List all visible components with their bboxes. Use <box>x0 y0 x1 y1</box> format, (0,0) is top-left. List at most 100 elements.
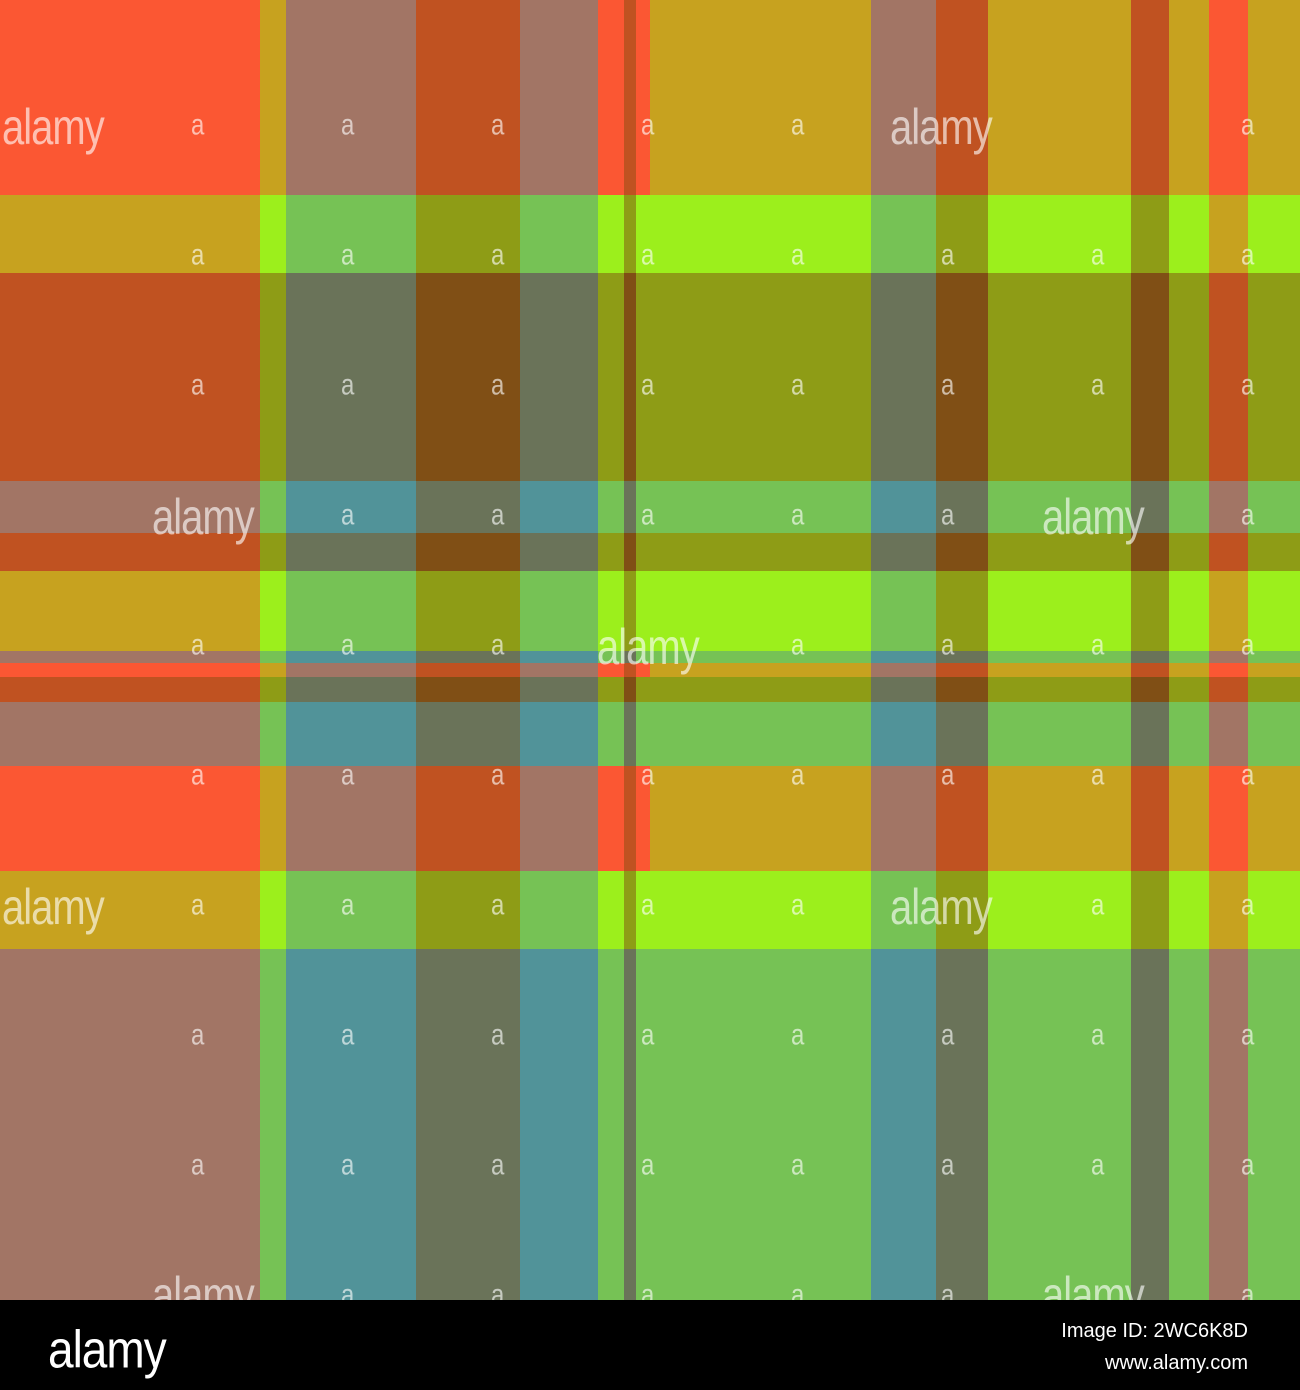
plaid-cell-4-6 <box>636 533 650 571</box>
plaid-hband-left-2 <box>0 273 260 481</box>
plaid-cell-11-0 <box>260 871 286 949</box>
plaid-cell-6-3 <box>520 651 598 663</box>
plaid-cell-11-10 <box>988 871 1131 949</box>
plaid-cell-0-10 <box>988 0 1131 195</box>
plaid-cell-8-0 <box>260 677 286 702</box>
plaid-cell-12-7 <box>650 949 871 1300</box>
plaid-cell-9-0 <box>260 702 286 766</box>
plaid-cell-0-5 <box>624 0 636 195</box>
plaid-hband-left-7 <box>0 663 260 677</box>
plaid-cell-0-7 <box>650 0 871 195</box>
plaid-cell-6-2 <box>416 651 520 663</box>
plaid-cell-3-7 <box>650 481 871 533</box>
plaid-cell-5-0 <box>260 571 286 651</box>
plaid-hband-left-6 <box>0 651 260 663</box>
plaid-cell-9-4 <box>598 702 624 766</box>
plaid-image <box>0 0 1300 1300</box>
plaid-cell-6-4 <box>598 651 624 663</box>
plaid-cell-0-6 <box>636 0 650 195</box>
alamy-logo: alamy <box>48 1319 167 1379</box>
plaid-cell-4-1 <box>286 533 416 571</box>
plaid-cell-9-14 <box>1248 702 1300 766</box>
plaid-cell-11-2 <box>416 871 520 949</box>
plaid-cell-11-6 <box>636 871 650 949</box>
plaid-cell-6-0 <box>260 651 286 663</box>
plaid-cell-2-9 <box>936 273 988 481</box>
plaid-cell-4-2 <box>416 533 520 571</box>
plaid-pattern <box>0 0 1300 1300</box>
plaid-cell-1-0 <box>260 195 286 273</box>
plaid-hband-left-3 <box>0 481 260 533</box>
plaid-hband-left-10 <box>0 766 260 871</box>
plaid-cell-11-3 <box>520 871 598 949</box>
plaid-cell-6-11 <box>1131 651 1169 663</box>
plaid-hband-left-4 <box>0 533 260 571</box>
plaid-hband-left-1 <box>0 195 260 273</box>
plaid-cell-10-13 <box>1209 766 1248 871</box>
plaid-cell-12-0 <box>260 949 286 1300</box>
plaid-cell-3-11 <box>1131 481 1169 533</box>
plaid-cell-9-8 <box>871 702 936 766</box>
plaid-cell-9-11 <box>1131 702 1169 766</box>
plaid-cell-10-11 <box>1131 766 1169 871</box>
plaid-cell-11-12 <box>1169 871 1209 949</box>
plaid-cell-1-11 <box>1131 195 1169 273</box>
plaid-cell-0-4 <box>598 0 624 195</box>
plaid-cell-9-5 <box>624 702 636 766</box>
plaid-cell-0-14 <box>1248 0 1300 195</box>
plaid-cell-7-5 <box>624 663 636 677</box>
plaid-cell-4-8 <box>871 533 936 571</box>
plaid-cell-1-9 <box>936 195 988 273</box>
plaid-cell-2-12 <box>1169 273 1209 481</box>
plaid-cell-8-12 <box>1169 677 1209 702</box>
plaid-cell-1-10 <box>988 195 1131 273</box>
plaid-cell-10-2 <box>416 766 520 871</box>
plaid-cell-4-3 <box>520 533 598 571</box>
plaid-cell-3-2 <box>416 481 520 533</box>
plaid-cell-7-12 <box>1169 663 1209 677</box>
plaid-cell-2-5 <box>624 273 636 481</box>
plaid-cell-6-8 <box>871 651 936 663</box>
plaid-cell-0-13 <box>1209 0 1248 195</box>
plaid-cell-10-8 <box>871 766 936 871</box>
plaid-cell-11-9 <box>936 871 988 949</box>
plaid-cell-5-11 <box>1131 571 1169 651</box>
plaid-cell-2-4 <box>598 273 624 481</box>
plaid-cell-0-2 <box>416 0 520 195</box>
plaid-cell-3-8 <box>871 481 936 533</box>
plaid-cell-2-2 <box>416 273 520 481</box>
plaid-cell-3-4 <box>598 481 624 533</box>
plaid-cell-8-4 <box>598 677 624 702</box>
plaid-cell-10-14 <box>1248 766 1300 871</box>
plaid-cell-1-2 <box>416 195 520 273</box>
plaid-cell-12-5 <box>624 949 636 1300</box>
plaid-cell-12-14 <box>1248 949 1300 1300</box>
plaid-cell-8-3 <box>520 677 598 702</box>
plaid-cell-12-8 <box>871 949 936 1300</box>
plaid-cell-6-5 <box>624 651 636 663</box>
plaid-cell-2-3 <box>520 273 598 481</box>
plaid-cell-2-8 <box>871 273 936 481</box>
plaid-cell-4-10 <box>988 533 1131 571</box>
plaid-cell-8-5 <box>624 677 636 702</box>
plaid-cell-8-13 <box>1209 677 1248 702</box>
plaid-hband-left-8 <box>0 677 260 702</box>
plaid-cell-5-6 <box>636 571 650 651</box>
plaid-cell-12-4 <box>598 949 624 1300</box>
site-url: www.alamy.com <box>1105 1352 1248 1374</box>
plaid-cell-4-11 <box>1131 533 1169 571</box>
plaid-cell-12-10 <box>988 949 1131 1300</box>
plaid-cell-7-13 <box>1209 663 1248 677</box>
plaid-cell-9-7 <box>650 702 871 766</box>
plaid-cell-12-1 <box>286 949 416 1300</box>
plaid-cell-12-9 <box>936 949 988 1300</box>
plaid-cell-10-9 <box>936 766 988 871</box>
footer-bar: alamy Image ID: 2WC6K8D www.alamy.com <box>0 1300 1300 1390</box>
plaid-cell-7-9 <box>936 663 988 677</box>
plaid-cell-8-8 <box>871 677 936 702</box>
plaid-cell-2-13 <box>1209 273 1248 481</box>
plaid-cell-5-3 <box>520 571 598 651</box>
plaid-cell-10-1 <box>286 766 416 871</box>
plaid-cell-1-8 <box>871 195 936 273</box>
plaid-cell-8-10 <box>988 677 1131 702</box>
